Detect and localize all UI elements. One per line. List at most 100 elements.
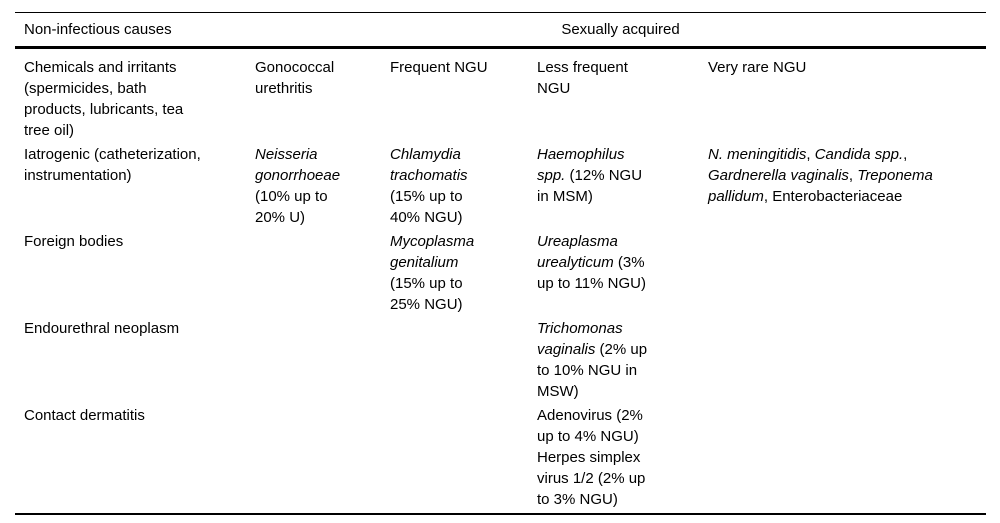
table-cell: Chlamydia trachomatis (15% up to 40% NGU… — [390, 144, 537, 231]
cell-paragraph: Haemophilus spp. (12% NGU in MSM) — [537, 144, 650, 207]
cell-paragraph: Iatrogenic (catheterization, instrumenta… — [24, 144, 210, 186]
cell-paragraph: Herpes simplex virus 1/2 (2% up to 3% NG… — [537, 447, 650, 510]
species-name: Mycoplasma genitalium — [390, 233, 475, 271]
cell-paragraph: Frequent NGU — [390, 57, 494, 78]
table-cell: Endourethral neoplasm — [15, 318, 255, 405]
table-cell: Ureaplasma urealyticum (3% up to 11% NGU… — [537, 231, 708, 318]
cell-paragraph: Gonococcal urethritis — [255, 57, 355, 99]
cell-text: Very rare NGU — [708, 59, 807, 76]
cell-text: Endourethral neoplasm — [24, 320, 180, 337]
table-cell: Gonococcal urethritis — [255, 48, 390, 145]
paper-table-page: Non-infectious causes Sexually acquired … — [0, 12, 1000, 523]
table-cell — [708, 231, 986, 318]
species-name: Gardnerella vaginalis — [708, 167, 849, 184]
cell-content: Contact dermatitis — [24, 405, 210, 426]
cell-paragraph: Foreign bodies — [24, 231, 210, 252]
cell-content: Gonococcal urethritis — [255, 57, 355, 99]
table-body: Chemicals and irritants (spermicides, ba… — [15, 48, 987, 515]
cell-text: , Enterobacteriaceae — [763, 188, 903, 205]
cell-text: Adenovirus (2% up to 4% NGU) — [537, 407, 643, 445]
table-cell: Mycoplasma genitalium (15% up to 25% NGU… — [390, 231, 537, 318]
cell-text: Less frequent NGU — [537, 59, 628, 97]
cell-text: (15% up to 40% NGU) — [390, 188, 463, 226]
cell-content: Neisseria gonorrhoeae (10% up to 20% U) — [255, 144, 355, 228]
table-cell — [255, 318, 390, 405]
cell-paragraph: Trichomonas vaginalis (2% up to 10% NGU … — [537, 318, 650, 402]
cell-text: Gonococcal urethritis — [255, 59, 335, 97]
table-cell: Iatrogenic (catheterization, instrumenta… — [15, 144, 255, 231]
table-row: Iatrogenic (catheterization, instrumenta… — [15, 144, 986, 231]
table-cell: Trichomonas vaginalis (2% up to 10% NGU … — [537, 318, 708, 405]
cell-paragraph: Mycoplasma genitalium (15% up to 25% NGU… — [390, 231, 494, 315]
species-name: Neisseria gonorrhoeae — [255, 146, 341, 184]
cell-text: , — [806, 146, 815, 163]
cell-content: Haemophilus spp. (12% NGU in MSM) — [537, 144, 650, 207]
table-cell — [390, 318, 537, 405]
cell-text: Contact dermatitis — [24, 407, 145, 424]
species-name: Haemophilus spp. — [537, 146, 625, 184]
cell-text: (3% up to 11% NGU) — [537, 254, 646, 292]
cell-paragraph: Ureaplasma urealyticum (3% up to 11% NGU… — [537, 231, 650, 294]
table-cell — [255, 405, 390, 515]
cell-content: Mycoplasma genitalium (15% up to 25% NGU… — [390, 231, 494, 315]
cell-text: (10% up to 20% U) — [255, 188, 328, 226]
table-cell: Frequent NGU — [390, 48, 537, 145]
species-name: Trichomonas vaginalis — [537, 320, 623, 358]
cell-content: Trichomonas vaginalis (2% up to 10% NGU … — [537, 318, 650, 402]
header-sexually-acquired: Sexually acquired — [255, 12, 987, 49]
table-cell: N. meningitidis, Candida spp., Gardnerel… — [708, 144, 986, 231]
cell-content: Foreign bodies — [24, 231, 210, 252]
cell-text: Herpes simplex virus 1/2 (2% up to 3% NG… — [537, 449, 646, 508]
table-cell: Chemicals and irritants (spermicides, ba… — [15, 48, 255, 145]
table-cell — [708, 405, 987, 515]
table-row: Chemicals and irritants (spermicides, ba… — [15, 48, 986, 145]
cell-content: Adenovirus (2% up to 4% NGU) Herpes simpl… — [537, 405, 650, 510]
table-row: Contact dermatitis Adenovirus (2% up to 4… — [15, 405, 987, 515]
table-cell — [255, 231, 390, 318]
cell-content: N. meningitidis, Candida spp., Gardnerel… — [708, 144, 958, 207]
table-cell: Very rare NGU — [708, 48, 986, 145]
table-cell: Haemophilus spp. (12% NGU in MSM) — [537, 144, 708, 231]
cell-text: Frequent NGU — [390, 59, 488, 76]
cell-text: , — [848, 167, 858, 184]
table-cell — [390, 405, 537, 515]
species-name: Treponema pallidum — [708, 167, 933, 205]
species-name: N. meningitidis — [708, 146, 807, 163]
cell-paragraph: Contact dermatitis — [24, 405, 210, 426]
cell-text: (12% NGU in MSM) — [537, 167, 643, 205]
cell-content: Less frequent NGU — [537, 57, 650, 99]
table-cell: Foreign bodies — [15, 231, 255, 318]
table-cell: Less frequent NGU — [537, 48, 708, 145]
cell-text: (2% up to 10% NGU in MSW) — [537, 341, 648, 400]
cell-paragraph: Less frequent NGU — [537, 57, 650, 99]
cell-content: Iatrogenic (catheterization, instrumenta… — [24, 144, 210, 186]
cell-content: Chemicals and irritants (spermicides, ba… — [24, 57, 210, 141]
table-header: Non-infectious causes Sexually acquired — [15, 12, 987, 49]
cell-content: Ureaplasma urealyticum (3% up to 11% NGU… — [537, 231, 650, 294]
cell-content: Chlamydia trachomatis (15% up to 40% NGU… — [390, 144, 494, 228]
cell-paragraph: Neisseria gonorrhoeae (10% up to 20% U) — [255, 144, 355, 228]
table-cell: Neisseria gonorrhoeae (10% up to 20% U) — [255, 144, 390, 231]
cell-paragraph: Endourethral neoplasm — [24, 318, 210, 339]
cell-content: Very rare NGU — [708, 57, 958, 78]
header-row: Non-infectious causes Sexually acquired — [15, 12, 987, 49]
cell-text: Foreign bodies — [24, 233, 124, 250]
cell-text: Chemicals and irritants (spermicides, ba… — [24, 59, 184, 139]
cell-content: Frequent NGU — [390, 57, 494, 78]
cell-content: Endourethral neoplasm — [24, 318, 210, 339]
species-name: Ureaplasma urealyticum — [537, 233, 618, 271]
table-row: Endourethral neoplasm Trichomonas vaginal… — [15, 318, 986, 405]
cell-paragraph: Chlamydia trachomatis (15% up to 40% NGU… — [390, 144, 494, 228]
species-name: Candida spp. — [814, 146, 904, 163]
table-row: Foreign bodies Mycoplasma genitalium (15%… — [15, 231, 986, 318]
urethritis-causes-table: Non-infectious causes Sexually acquired … — [15, 12, 987, 515]
header-non-infectious-causes: Non-infectious causes — [15, 12, 255, 49]
cell-paragraph: Very rare NGU — [708, 57, 958, 78]
table-cell: Adenovirus (2% up to 4% NGU) Herpes simpl… — [537, 405, 708, 515]
cell-text: Iatrogenic (catheterization, instrumenta… — [24, 146, 201, 184]
species-name: Chlamydia trachomatis — [390, 146, 468, 184]
cell-paragraph: Adenovirus (2% up to 4% NGU) — [537, 405, 650, 447]
cell-text: , — [903, 146, 908, 163]
cell-paragraph: Chemicals and irritants (spermicides, ba… — [24, 57, 210, 141]
table-cell — [708, 318, 986, 405]
